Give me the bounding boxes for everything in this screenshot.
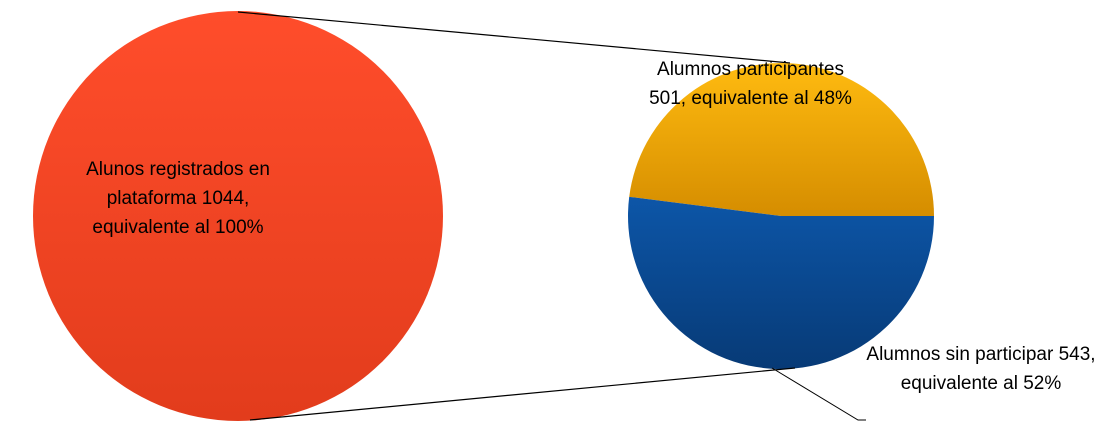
slice-label: Alumnos participantes 501, equivalente a… — [649, 59, 852, 109]
pie-slice — [628, 196, 934, 369]
connector-line — [237, 11, 791, 64]
pie-slice — [629, 62, 934, 217]
slice-label: Alumnos sin participar 543, equivalente … — [866, 344, 1096, 394]
connector-line — [249, 367, 796, 421]
leader-line — [771, 367, 866, 421]
pie-slice — [33, 11, 443, 421]
primary-label: Alunos registrados en plataforma 1044, e… — [86, 159, 270, 238]
